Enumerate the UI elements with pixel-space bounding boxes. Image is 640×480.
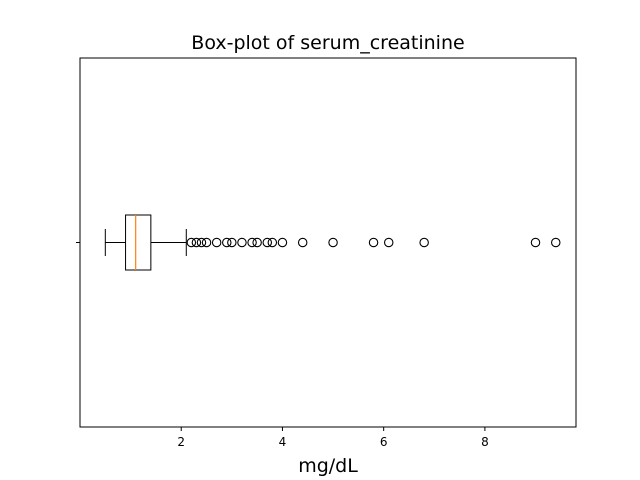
outlier-point — [267, 237, 278, 248]
x-tick-label: 8 — [481, 435, 489, 449]
outlier-point — [237, 237, 247, 248]
outlier-point — [530, 237, 541, 248]
x-axis-ticks: 2 4 6 8 — [177, 427, 489, 449]
outlier-point — [383, 237, 394, 248]
outlier-point — [297, 237, 308, 248]
plot-area — [104, 214, 561, 271]
outlier-point — [262, 237, 273, 248]
outlier-point — [222, 237, 232, 248]
outlier-point — [186, 237, 197, 248]
outlier-point — [368, 237, 379, 248]
x-axis-label: mg/dL — [298, 455, 358, 477]
x-tick-label: 4 — [279, 435, 287, 449]
outlier-point — [328, 237, 338, 248]
chart-title: Box-plot of serum_creatinine — [191, 32, 464, 54]
outlier-point — [252, 237, 262, 248]
iqr-box — [125, 214, 152, 271]
x-tick-label: 6 — [380, 435, 388, 449]
outlier-point — [227, 237, 237, 248]
outlier-point — [277, 237, 288, 248]
outlier-point — [191, 237, 202, 248]
outlier-point — [211, 237, 222, 248]
outlier-point — [419, 237, 429, 248]
outlier-point — [247, 237, 257, 248]
x-tick-label: 2 — [177, 435, 185, 449]
outlier-point — [201, 237, 212, 248]
outlier-point — [196, 237, 207, 248]
outlier-point — [551, 237, 561, 248]
